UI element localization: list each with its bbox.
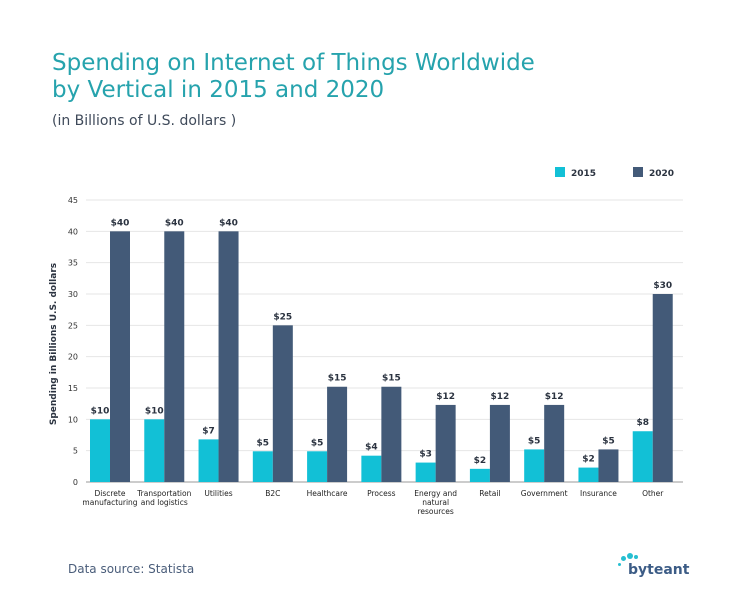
data-label-2020: $15 [328,374,347,384]
bar-2015 [198,439,219,482]
bar-2020 [435,404,456,482]
data-label-2015: $2 [582,455,595,465]
data-label-2020: $40 [111,218,130,228]
data-label-2015: $2 [474,456,487,466]
bar-2015 [90,419,110,482]
data-label-2020: $12 [545,392,564,402]
legend-swatch-2020 [633,167,643,177]
data-label-2020: $12 [436,392,455,402]
data-label-2015: $3 [419,450,432,460]
data-label-2015: $4 [365,443,378,453]
data-label-2020: $5 [602,436,615,446]
x-tick-label: Government [521,489,568,498]
legend-label-2015: 2015 [571,169,596,179]
bar-2020 [652,294,673,482]
bar-2015 [578,467,599,482]
y-tick-label: 25 [68,321,78,330]
chart-subtitle: (in Billions of U.S. dollars ) [52,113,237,129]
x-tick-label: natural [422,498,449,507]
y-tick-label: 15 [68,384,78,393]
y-tick-label: 40 [68,227,78,236]
bar-2020 [489,404,510,482]
data-label-2015: $5 [257,438,270,448]
y-tick-label: 30 [68,290,78,299]
legend-swatch-2015 [555,167,565,177]
bar-2015 [307,451,328,482]
data-label-2015: $7 [202,426,215,436]
x-tick-label: Discrete [95,489,126,498]
x-tick-label: B2C [265,489,280,498]
y-tick-label: 0 [73,478,78,487]
bar-2020 [327,386,348,482]
x-tick-label: Retail [479,489,500,498]
bar-2020 [272,325,293,482]
bar-2020 [218,231,239,482]
bar-2015 [415,462,436,482]
chart-title-line-2: by Vertical in 2015 and 2020 [52,77,385,103]
bar-2020 [164,231,185,482]
x-tick-label: Insurance [580,489,617,498]
y-tick-label: 20 [68,353,78,362]
data-label-2015: $5 [311,438,324,448]
chart-title-line-1: Spending on Internet of Things Worldwide [52,50,535,76]
logo-text: byteant [628,562,690,578]
x-tick-label: Utilities [204,489,232,498]
x-tick-label: Healthcare [307,489,348,498]
data-label-2015: $10 [91,406,110,416]
data-label-2020: $40 [165,218,184,228]
bar-2015 [524,449,545,482]
y-tick-label: 45 [68,196,78,205]
y-tick-label: 5 [73,447,78,456]
x-tick-label: Transportation [136,489,191,498]
y-axis-label: Spending in Billions U.S. dollars [49,263,59,425]
bar-2015 [361,455,382,482]
y-tick-label: 35 [68,259,78,268]
bar-2015 [144,419,165,482]
x-tick-label: Energy and [414,489,457,498]
bar-2015 [469,468,490,482]
x-tick-label: Process [367,489,396,498]
bar-2015 [632,431,653,482]
bar-2015 [252,451,273,482]
bar-2020 [544,404,565,482]
data-label-2020: $12 [491,392,510,402]
data-label-2015: $8 [636,418,649,428]
chart-title: Spending on Internet of Things Worldwide… [52,50,672,104]
x-tick-label: resources [417,507,453,516]
byteant-logo: byteant [618,552,690,582]
data-label-2015: $10 [145,406,164,416]
data-label-2015: $5 [528,436,541,446]
data-label-2020: $25 [273,312,292,322]
x-tick-label: Other [642,489,664,498]
data-label-2020: $15 [382,374,401,384]
y-tick-label: 10 [68,415,78,424]
bar-2020 [110,231,130,482]
x-tick-label: and logistics [141,498,188,507]
data-source-note: Data source: Statista [68,562,195,576]
x-tick-label: manufacturing [82,498,137,507]
legend-label-2020: 2020 [649,169,674,179]
data-label-2020: $30 [653,281,672,291]
data-label-2020: $40 [219,218,238,228]
bar-2020 [598,449,619,482]
bar-2020 [381,386,402,482]
